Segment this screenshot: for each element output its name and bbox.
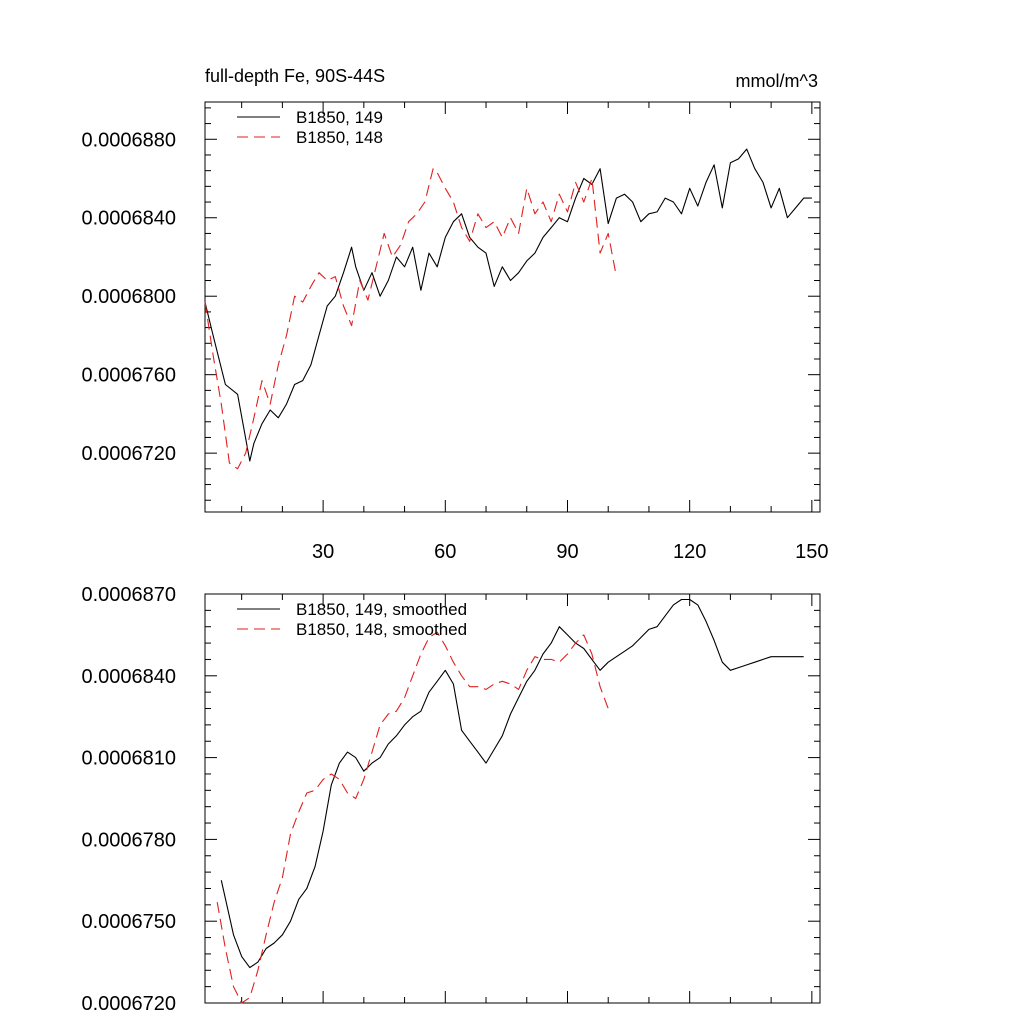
y-tick-label: 0.0006880 bbox=[81, 129, 176, 151]
plot-panel-1: 30 60 90 120 150 0.0006720 0.0006760 0.0006800 0… bbox=[81, 66, 828, 563]
legend-label-1: B1850, 149 bbox=[296, 108, 383, 127]
legend-label-1: B1850, 149, smoothed bbox=[296, 600, 467, 619]
y-tick-label: 0.0006720 bbox=[81, 993, 176, 1015]
x-tick-label: 30 bbox=[312, 541, 334, 563]
y-tick-label: 0.0006810 bbox=[81, 748, 176, 770]
y-tick-label: 0.0006720 bbox=[81, 443, 176, 465]
y-tick-label: 0.0006760 bbox=[81, 365, 176, 387]
x-tick-label: 120 bbox=[673, 541, 706, 563]
y-tick-label: 0.0006800 bbox=[81, 286, 176, 308]
x-tick-label: 60 bbox=[434, 541, 456, 563]
y-tick-label: 0.0006750 bbox=[81, 911, 176, 933]
series-line-1 bbox=[220, 598, 804, 969]
chart-title: full-depth Fe, 90S-44S bbox=[205, 66, 385, 86]
x-tick-label: 90 bbox=[556, 541, 578, 563]
y-tick-label: 0.0006840 bbox=[81, 666, 176, 688]
series-line-2 bbox=[204, 168, 617, 470]
x-tick-label: 150 bbox=[795, 541, 828, 563]
y-tick-label: 0.0006840 bbox=[81, 208, 176, 230]
legend-label-2: B1850, 148 bbox=[296, 128, 383, 147]
y-tick-label: 0.0006780 bbox=[81, 829, 176, 851]
plot-panel-2: 0.0006720 0.0006750 0.0006780 0.0006810 0.00… bbox=[81, 584, 821, 1015]
y-tick-label: 0.0006870 bbox=[81, 584, 176, 606]
chart-units: mmol/m^3 bbox=[736, 71, 818, 91]
series-line-2 bbox=[216, 631, 609, 1004]
plot-frame bbox=[204, 101, 821, 513]
plot-frame bbox=[204, 593, 821, 1004]
series-line-1 bbox=[204, 148, 812, 462]
legend-label-2: B1850, 148, smoothed bbox=[296, 620, 467, 639]
